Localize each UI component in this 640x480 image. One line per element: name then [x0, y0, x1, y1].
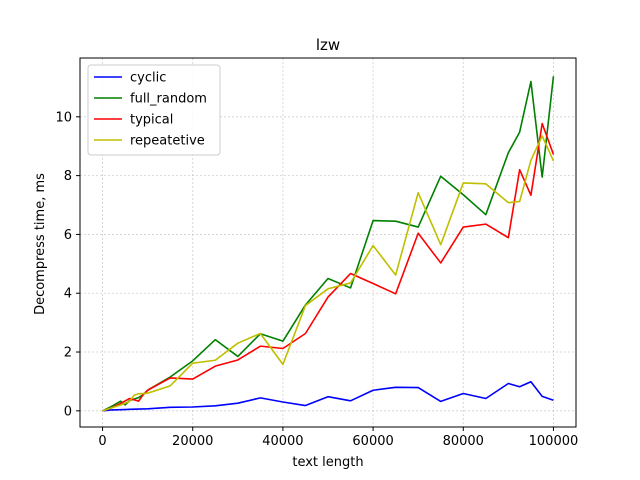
x-tick-label: 0	[98, 434, 106, 449]
x-tick-label: 20000	[172, 434, 213, 449]
chart-title: lzw	[316, 36, 340, 54]
y-axis-label: Decompress time, ms	[33, 173, 48, 315]
legend-label-full_random: full_random	[130, 92, 207, 107]
series-line-typical	[102, 122, 555, 412]
y-tick-label: 6	[64, 228, 72, 243]
y-tick-label: 2	[64, 346, 72, 361]
series-line-repeatetive	[102, 135, 555, 412]
legend-label-typical: typical	[130, 113, 173, 128]
y-tick-label: 0	[64, 404, 72, 419]
legend-label-cyclic: cyclic	[130, 71, 166, 86]
legend-label-repeatetive: repeatetive	[130, 134, 205, 149]
x-tick-label: 100000	[529, 434, 579, 449]
series-layer	[102, 76, 555, 412]
x-tick-label: 80000	[443, 434, 484, 449]
plot-frame	[79, 57, 577, 428]
series-line-cyclic	[102, 380, 554, 412]
x-axis-label: text length	[292, 455, 363, 470]
y-tick-label: 8	[64, 169, 72, 184]
grid-layer	[80, 58, 576, 427]
y-tick-label: 4	[64, 287, 72, 302]
y-tick-label: 10	[55, 110, 72, 125]
x-tick-label: 40000	[262, 434, 303, 449]
x-tick-label: 60000	[352, 434, 393, 449]
legend-box	[87, 64, 221, 156]
tick-layer: 0 20000 40000 60000 80000 100000 0 2 4 6 8 10	[55, 110, 578, 449]
